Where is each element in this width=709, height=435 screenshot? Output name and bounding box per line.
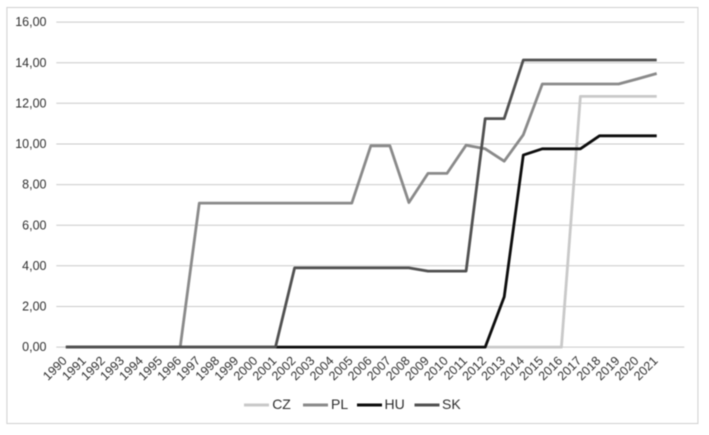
svg-text:HU: HU bbox=[385, 396, 405, 412]
svg-text:2,00: 2,00 bbox=[22, 300, 46, 314]
svg-text:4,00: 4,00 bbox=[22, 259, 46, 273]
svg-text:PL: PL bbox=[331, 396, 348, 412]
svg-text:SK: SK bbox=[442, 396, 461, 412]
svg-text:16,00: 16,00 bbox=[15, 15, 46, 29]
svg-text:8,00: 8,00 bbox=[22, 178, 46, 192]
svg-text:6,00: 6,00 bbox=[22, 218, 46, 232]
svg-text:10,00: 10,00 bbox=[15, 137, 46, 151]
svg-text:CZ: CZ bbox=[272, 396, 291, 412]
svg-text:12,00: 12,00 bbox=[15, 96, 46, 110]
svg-text:14,00: 14,00 bbox=[15, 56, 46, 70]
svg-text:0,00: 0,00 bbox=[22, 340, 46, 354]
